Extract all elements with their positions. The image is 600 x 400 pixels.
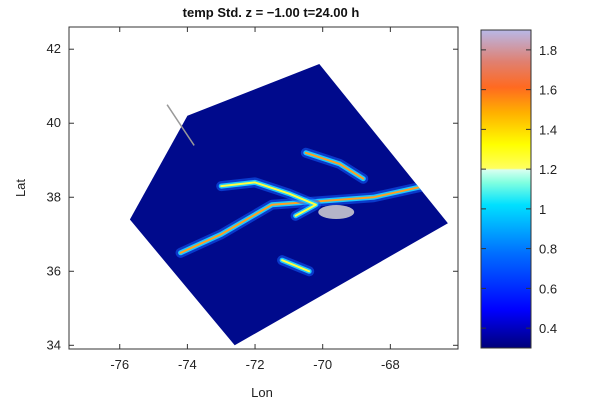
missing-data-patch [318, 205, 355, 220]
eddy-core-2 [304, 151, 365, 180]
colorbar-tick-label: 1.2 [539, 162, 557, 177]
colorbar-tick-label: 1.4 [539, 122, 557, 137]
y-tick-label: 36 [47, 263, 61, 278]
colorbar-tick-label: 1.8 [539, 43, 557, 58]
y-axis-label: Lat [13, 179, 28, 197]
y-tick-label: 42 [47, 41, 61, 56]
eddy-core-3 [281, 259, 311, 273]
colorbar-ticks: 0.4 0.6 0.8 1 1.2 1.4 1.6 1.8 [481, 43, 557, 336]
colorbar-tick-label: 1.6 [539, 83, 557, 98]
y-tick-label: 34 [47, 337, 61, 352]
colorbar [480, 29, 532, 349]
coastline [166, 104, 195, 146]
x-axis-ticks: -76 -74 -72 -70 -68 [110, 27, 400, 372]
x-tick-label: -76 [110, 357, 129, 372]
colorbar-tick-label: 0.6 [539, 281, 557, 296]
colorbar-tick-label: 0.4 [539, 321, 557, 336]
x-axis-label: Lon [251, 385, 273, 400]
x-tick-label: -68 [381, 357, 400, 372]
plot-title: temp Std. z = −1.00 t=24.00 h [183, 5, 360, 20]
x-tick-label: -70 [313, 357, 332, 372]
map-field [129, 64, 448, 346]
colorbar-tick-label: 0.8 [539, 242, 557, 257]
eddy-core-0 [179, 185, 426, 254]
x-tick-label: -74 [178, 357, 197, 372]
eddy-core-1 [220, 181, 317, 217]
y-tick-label: 38 [47, 189, 61, 204]
y-axis-ticks: 34 36 38 40 42 [47, 41, 458, 352]
y-tick-label: 40 [47, 115, 61, 130]
colorbar-tick-label: 1 [539, 202, 546, 217]
x-tick-label: -72 [246, 357, 265, 372]
eddy-features [175, 147, 430, 277]
